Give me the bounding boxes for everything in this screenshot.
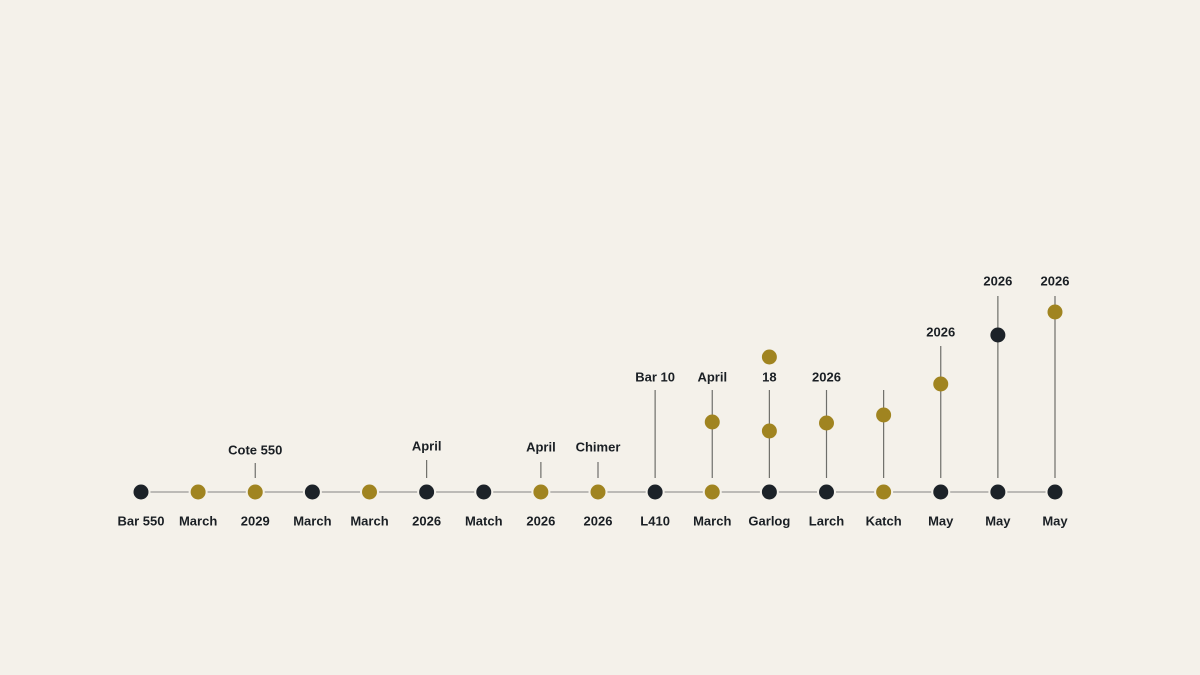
node-label: March [350,513,388,528]
node-label: Katch [866,513,902,528]
node-top-label: 2026 [926,324,955,339]
node-top-label: 2026 [983,273,1012,288]
node-dot [817,482,836,502]
node-label: 2026 [526,513,555,528]
node-dot [931,482,951,502]
node-label: Garlog [748,513,790,528]
node-top-label: April [526,439,556,454]
raised-dot [990,327,1006,343]
node-top-label: April [412,438,442,453]
raised-dot [933,376,949,392]
node-dot [874,482,894,502]
node-dot [531,482,551,502]
node-label: May [928,513,954,528]
node-top-label: 2026 [812,369,841,384]
node-dot [759,482,779,502]
node-label: L410 [640,513,670,528]
node-dot [1045,482,1065,502]
raised-dot [1047,304,1063,320]
node-label: 2026 [584,513,613,528]
raised-dot [876,407,892,423]
node-dot [417,482,437,502]
node-dot [474,482,494,502]
node-dot [988,482,1008,502]
node-dot [302,482,322,502]
node-label: May [985,513,1011,528]
raised-dot [761,349,777,365]
node-top-label: Bar 10 [635,369,675,384]
node-dot [588,482,608,502]
raised-dot [704,414,720,430]
raised-dot [819,415,834,431]
node-label: March [693,513,731,528]
node-dot [131,482,151,502]
node-label: March [179,513,217,528]
node-label: Match [465,513,503,528]
raised-dot [761,423,777,439]
node-label: Bar 550 [118,513,165,528]
node-top-label: Cote 550 [228,442,282,457]
node-top-label: 18 [762,369,776,384]
node-label: March [293,513,331,528]
node-label: 2029 [241,513,270,528]
node-dot [360,482,379,502]
node-dot [188,482,208,502]
node-label: May [1042,513,1068,528]
node-dot [645,482,665,502]
node-dot [702,482,722,502]
node-top-label: Chimer [576,439,621,454]
node-label: Larch [809,513,844,528]
node-top-label: 2026 [1041,273,1070,288]
node-dot [245,482,265,502]
node-top-label: April [697,369,727,384]
node-label: 2026 [412,513,441,528]
